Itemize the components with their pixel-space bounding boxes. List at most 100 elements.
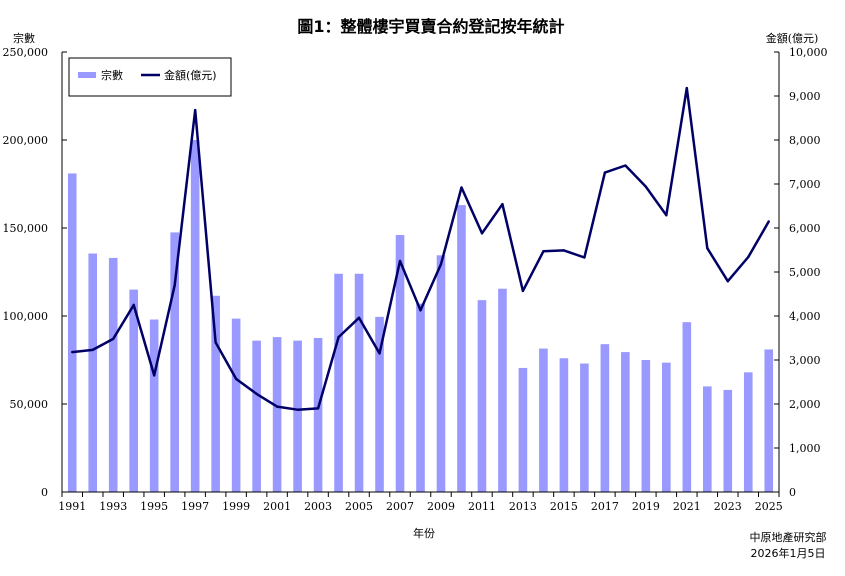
legend: 宗數 金額(億元)	[68, 57, 232, 97]
x-axis-title: 年份	[413, 526, 435, 540]
x-tick-label: 2023	[714, 500, 742, 513]
bar-2001	[272, 337, 282, 492]
bar-2012	[498, 288, 507, 492]
bar-1991	[67, 173, 77, 492]
y-tick-label: 100,000	[3, 310, 49, 323]
point-2020	[665, 214, 668, 217]
y2-axis-title: 金額(億元)	[766, 31, 819, 45]
point-2008	[419, 309, 422, 312]
y2-tick-label: 3,000	[789, 354, 821, 367]
bar-2022	[702, 386, 712, 492]
x-tick-label: 2001	[263, 500, 291, 513]
x-tick-label: 2013	[509, 500, 537, 513]
bar-2021	[682, 322, 692, 492]
x-tick-label: 1993	[99, 500, 127, 513]
point-2002	[296, 408, 299, 411]
bar-2016	[580, 363, 589, 492]
point-2009	[439, 262, 443, 266]
bar-2010	[457, 205, 466, 492]
x-tick-label: 2005	[345, 500, 373, 513]
point-2013	[521, 289, 525, 293]
point-1993	[112, 337, 115, 341]
point-2022	[706, 247, 709, 250]
y2-tick-label: 6,000	[789, 222, 821, 235]
y-tick-label: 50,000	[10, 398, 49, 411]
bar-1999	[231, 318, 241, 492]
x-tick-label: 2021	[673, 500, 701, 513]
y2-tick-label: 1,000	[789, 442, 821, 455]
x-tick-label: 1991	[58, 500, 86, 513]
point-2019	[644, 185, 648, 188]
point-2000	[255, 392, 258, 396]
y2-tick-label: 10,000	[789, 46, 828, 59]
point-2023	[726, 280, 729, 283]
x-tick-label: 2015	[550, 500, 578, 513]
point-1994	[132, 303, 135, 307]
bar-1996	[170, 232, 179, 492]
bar-2023	[723, 389, 733, 492]
point-2024	[747, 255, 750, 259]
x-tick-label: 2025	[755, 500, 783, 513]
point-1998	[214, 341, 217, 344]
y-tick-label: 150,000	[3, 222, 49, 235]
x-tick-label: 2017	[591, 500, 619, 513]
y2-tick-label: 0	[789, 486, 796, 499]
point-2015	[562, 249, 566, 252]
point-2005	[357, 316, 361, 319]
point-2010	[460, 186, 463, 189]
bar-2014	[539, 348, 548, 492]
chart-title: 圖1：整體樓宇買賣合約登記按年統計	[297, 17, 564, 36]
bar-2015	[559, 358, 569, 492]
y-tick-label: 200,000	[3, 134, 49, 147]
y2-tick-label: 2,000	[789, 398, 821, 411]
bar-2011	[477, 300, 487, 492]
bar-2008	[416, 303, 425, 492]
x-tick-label: 2007	[386, 500, 414, 513]
bar-2002	[293, 340, 302, 492]
x-tick-label: 1995	[140, 500, 168, 513]
legend-swatch-bar	[78, 72, 96, 78]
bar-2005	[354, 273, 364, 492]
x-tick-label: 2011	[468, 500, 496, 513]
legend-label-bar: 宗數	[101, 68, 123, 82]
x-tick-label: 2003	[304, 500, 332, 513]
source-date: 2026年1月5日	[751, 546, 826, 560]
bar-2009	[436, 255, 446, 492]
y2-tick-label: 8,000	[789, 134, 821, 147]
bar-1993	[108, 257, 118, 492]
point-2001	[275, 405, 279, 408]
point-1996	[173, 284, 176, 287]
point-2021	[685, 86, 689, 90]
point-1997	[193, 108, 197, 112]
bar-2006	[375, 316, 384, 492]
bar-1997	[190, 140, 200, 492]
source-publisher: 中原地產研究部	[750, 530, 827, 544]
bar-2019	[641, 360, 651, 492]
bar-1998	[211, 295, 220, 492]
point-2003	[316, 407, 320, 410]
x-tick-label: 1997	[181, 500, 209, 513]
bar-2025	[764, 349, 774, 492]
point-1995	[152, 374, 156, 377]
point-2014	[542, 250, 545, 253]
bar-2003	[313, 338, 323, 492]
bar-1992	[88, 253, 98, 492]
y-tick-label: 0	[41, 486, 48, 499]
point-1991	[71, 350, 74, 354]
point-2018	[624, 164, 627, 167]
y2-tick-label: 7,000	[789, 178, 821, 191]
x-tick-label: 2019	[632, 500, 660, 513]
point-2016	[583, 256, 586, 259]
bar-series	[67, 140, 774, 493]
point-2025	[767, 220, 770, 223]
y2-tick-label: 9,000	[789, 90, 821, 103]
y-tick-label: 250,000	[3, 46, 49, 59]
bar-2004	[334, 273, 343, 492]
line-series	[71, 86, 770, 411]
point-2006	[378, 352, 381, 355]
point-2012	[501, 203, 504, 206]
bar-2020	[662, 362, 671, 492]
bar-1994	[129, 289, 139, 492]
x-tick-label: 2009	[427, 500, 455, 513]
